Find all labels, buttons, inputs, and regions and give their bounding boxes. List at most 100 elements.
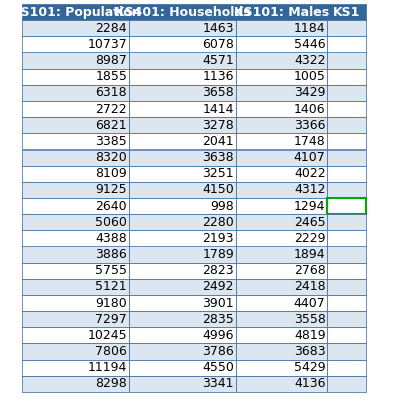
Text: 10737: 10737 [87,38,127,51]
Text: 1894: 1894 [294,248,326,261]
Text: 1136: 1136 [202,70,234,83]
Bar [236,360,328,376]
Bar [129,182,236,198]
Text: 2229: 2229 [294,232,326,245]
Bar [22,36,129,52]
Text: 7297: 7297 [95,313,127,326]
Bar [129,263,236,279]
Text: 3429: 3429 [294,86,326,100]
Text: 3683: 3683 [294,345,326,358]
Text: 4571: 4571 [202,54,234,67]
Bar [236,133,328,150]
Text: 4388: 4388 [95,232,127,245]
Text: 8987: 8987 [95,54,127,67]
Bar [328,4,366,20]
Text: 7806: 7806 [95,345,127,358]
Text: 9125: 9125 [96,184,127,196]
Text: 3385: 3385 [95,135,127,148]
Text: 4136: 4136 [294,378,326,390]
Text: 1748: 1748 [294,135,326,148]
Bar [236,263,328,279]
Bar [328,166,366,182]
Text: 2492: 2492 [202,280,234,294]
Bar [22,166,129,182]
Bar [328,246,366,263]
Bar [22,376,129,392]
Text: 5060: 5060 [95,216,127,229]
Bar [129,166,236,182]
Text: 1855: 1855 [95,70,127,83]
Bar [22,230,129,246]
Bar [236,182,328,198]
Bar [129,214,236,230]
Bar [328,36,366,52]
Text: 4150: 4150 [202,184,234,196]
Text: 2465: 2465 [294,216,326,229]
Text: 3901: 3901 [202,296,234,310]
Text: 6078: 6078 [202,38,234,51]
Text: 8320: 8320 [95,151,127,164]
Bar [236,327,328,344]
Bar [236,101,328,117]
Bar [129,150,236,166]
Text: 1463: 1463 [202,22,234,35]
Text: 5755: 5755 [95,264,127,277]
Bar [328,20,366,36]
Bar [129,36,236,52]
Text: 2418: 2418 [294,280,326,294]
Bar [328,85,366,101]
Bar [236,36,328,52]
Bar [328,133,366,150]
Bar [22,311,129,327]
Bar [236,85,328,101]
Bar [328,52,366,69]
Bar [129,198,236,214]
Bar [236,295,328,311]
Bar [22,85,129,101]
Text: 6821: 6821 [96,119,127,132]
Bar [328,182,366,198]
Text: 8109: 8109 [95,167,127,180]
Text: 6318: 6318 [96,86,127,100]
Text: 9180: 9180 [95,296,127,310]
Text: 4322: 4322 [294,54,326,67]
Text: 4996: 4996 [202,329,234,342]
Bar [328,230,366,246]
Text: 8298: 8298 [95,378,127,390]
Text: 2280: 2280 [202,216,234,229]
Bar [129,279,236,295]
Bar [22,101,129,117]
Text: 1005: 1005 [294,70,326,83]
Bar [129,133,236,150]
Bar [236,150,328,166]
Text: 2823: 2823 [202,264,234,277]
Text: 1414: 1414 [202,102,234,116]
Bar [328,150,366,166]
Text: 2768: 2768 [294,264,326,277]
Bar [328,263,366,279]
Text: KS101: Population: KS101: Population [11,6,140,18]
Bar [129,117,236,133]
Bar [236,166,328,182]
Bar [129,52,236,69]
Bar [236,20,328,36]
Bar [328,344,366,360]
Bar [236,344,328,360]
Text: 1184: 1184 [294,22,326,35]
Text: 3366: 3366 [294,119,326,132]
Text: 5429: 5429 [294,361,326,374]
Bar [22,20,129,36]
Bar [236,198,328,214]
Bar [328,117,366,133]
Bar [129,311,236,327]
Bar [328,327,366,344]
Text: 4550: 4550 [202,361,234,374]
Bar [129,4,236,20]
Bar [236,52,328,69]
Bar [22,344,129,360]
Text: 3638: 3638 [202,151,234,164]
Bar [22,263,129,279]
Text: 3278: 3278 [202,119,234,132]
Bar [236,230,328,246]
Bar [22,327,129,344]
